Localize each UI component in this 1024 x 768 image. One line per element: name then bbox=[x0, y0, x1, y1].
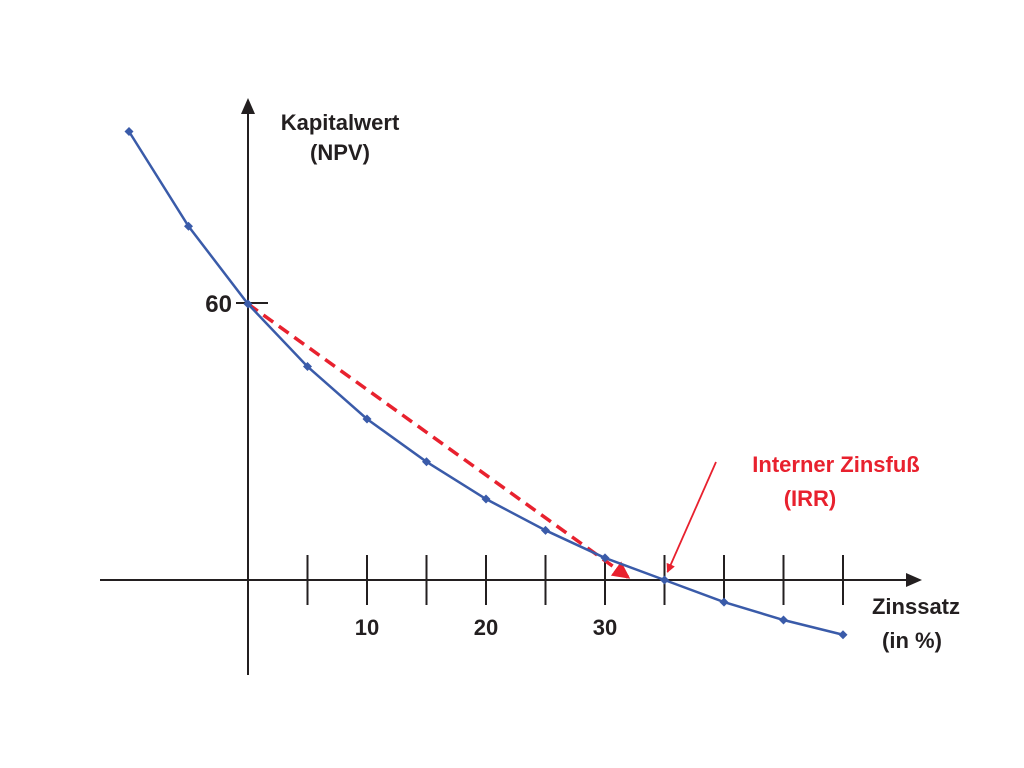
data-point bbox=[362, 414, 372, 424]
tangent-dashed-arrow bbox=[246, 302, 631, 580]
x-axis-label-line1: Zinssatz bbox=[872, 594, 960, 619]
data-point bbox=[422, 457, 431, 467]
x-tick-labels: 10 20 30 bbox=[355, 615, 617, 640]
data-point bbox=[838, 630, 848, 640]
data-point bbox=[303, 362, 312, 372]
y-axis-label-line2: (NPV) bbox=[310, 140, 370, 165]
y-tick-label-60: 60 bbox=[205, 291, 232, 318]
x-axis-label-line2: (in %) bbox=[882, 628, 942, 653]
x-axis-arrow-icon bbox=[906, 573, 922, 587]
data-point bbox=[541, 525, 550, 535]
y-axis-label-line1: Kapitalwert bbox=[281, 110, 400, 135]
x-tick-label-20: 20 bbox=[474, 615, 498, 640]
data-point bbox=[184, 221, 193, 231]
irr-label-line1: Interner Zinsfuß bbox=[752, 452, 919, 477]
irr-label-line2: (IRR) bbox=[784, 486, 837, 511]
data-point bbox=[600, 553, 610, 563]
y-axis-arrow-icon bbox=[241, 98, 255, 114]
data-point bbox=[779, 615, 788, 625]
irr-pointer-arrow bbox=[666, 461, 717, 573]
x-ticks bbox=[306, 555, 844, 605]
data-point bbox=[481, 494, 491, 504]
npv-points bbox=[124, 127, 848, 640]
data-point bbox=[243, 299, 253, 309]
x-tick-label-10: 10 bbox=[355, 615, 379, 640]
data-point bbox=[124, 127, 134, 136]
data-point bbox=[719, 597, 729, 607]
data-point bbox=[660, 575, 669, 585]
x-tick-label-30: 30 bbox=[593, 615, 617, 640]
